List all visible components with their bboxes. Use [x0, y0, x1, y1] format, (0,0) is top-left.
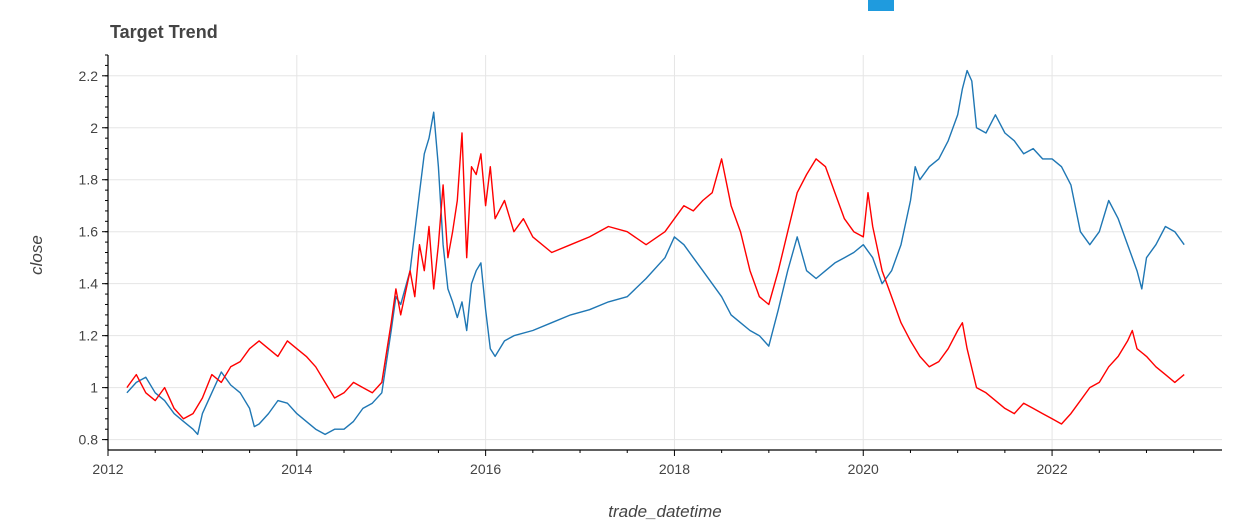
y-tick-label: 1.2 — [79, 328, 99, 344]
toolbar-swatch — [868, 0, 894, 11]
series-line-1 — [126, 69, 1185, 436]
x-tick-label: 2016 — [470, 461, 501, 477]
grid — [107, 55, 1222, 450]
x-tick-label: 2020 — [848, 461, 879, 477]
tick-marks: 2012 2014 2016 2018 2020 2022 0.8 1 1.2 1.4 1.6 1.8… — [79, 54, 1195, 477]
y-axis-label: close — [27, 235, 46, 275]
axes — [107, 55, 1222, 451]
series-layer — [126, 69, 1185, 436]
x-tick-label: 2012 — [92, 461, 123, 477]
y-tick-label: 1.4 — [79, 276, 99, 292]
y-tick-label: 1 — [90, 380, 98, 396]
chart-title: Target Trend — [110, 22, 218, 42]
x-tick-label: 2014 — [281, 461, 312, 477]
y-tick-label: 0.8 — [79, 432, 99, 448]
x-tick-label: 2022 — [1036, 461, 1067, 477]
y-tick-label: 2.2 — [79, 68, 99, 84]
x-axis-label: trade_datetime — [608, 502, 721, 521]
series-line-2 — [126, 132, 1185, 425]
y-tick-label: 1.6 — [79, 224, 99, 240]
x-tick-label: 2018 — [659, 461, 690, 477]
y-tick-label: 2 — [90, 120, 98, 136]
y-tick-label: 1.8 — [79, 172, 99, 188]
